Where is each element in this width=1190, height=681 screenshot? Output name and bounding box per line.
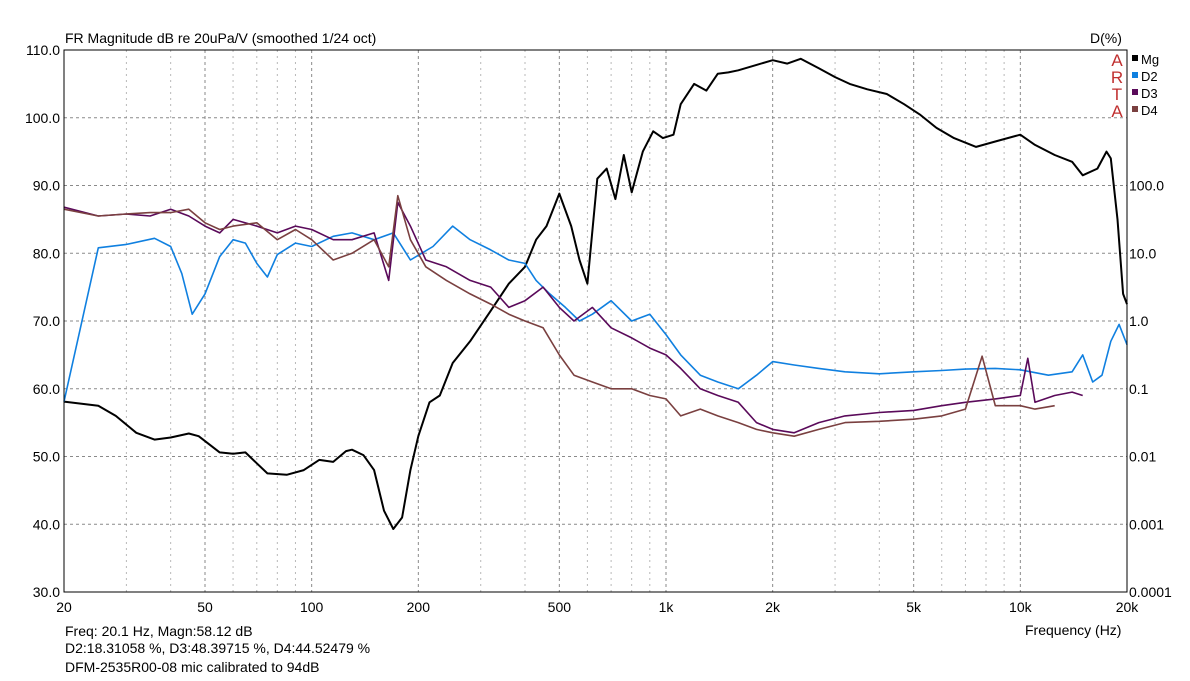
x-tick-label: 20k (1116, 599, 1140, 615)
x-tick-label: 200 (407, 599, 431, 615)
legend-swatch (1132, 55, 1138, 61)
x-axis-label: Frequency (Hz) (1025, 622, 1122, 638)
y-tick-label: 100.0 (25, 110, 60, 126)
right-tick-label: 0.001 (1129, 516, 1164, 532)
x-tick-label: 500 (548, 599, 572, 615)
legend-swatch (1132, 72, 1138, 78)
legend-entry: D3 (1141, 86, 1158, 101)
x-tick-label: 50 (197, 599, 213, 615)
grid-lines (64, 50, 1127, 592)
y-tick-label: 40.0 (33, 516, 60, 532)
legend-swatch (1132, 89, 1138, 95)
watermark-letter: A (1111, 51, 1123, 70)
y-tick-label: 50.0 (33, 449, 60, 465)
plot-frame (63, 49, 1128, 593)
x-tick-label: 20 (56, 599, 72, 615)
right-tick-label: 100.0 (1129, 178, 1164, 194)
series-line-mg (63, 57, 1128, 530)
x-tick-label: 100 (300, 599, 324, 615)
x-tick-label: 1k (659, 599, 675, 615)
x-tick-labels: 20 50 100 200 500 1k 2k 5k 10k 20k (56, 599, 1139, 615)
cursor-readout-freq: Freq: 20.1 Hz, Magn:58.12 dB (65, 623, 253, 639)
legend: Mg D2 D3 D4 (1132, 52, 1159, 118)
legend-entry: D4 (1141, 103, 1158, 118)
y-tick-label: 90.0 (33, 178, 60, 194)
y-tick-label: 70.0 (33, 313, 60, 329)
watermark-letter: A (1111, 102, 1123, 121)
y-tick-labels: 30.0 40.0 50.0 60.0 70.0 80.0 90.0 100.0 110.0 (25, 42, 60, 600)
right-tick-label: 0.01 (1129, 449, 1156, 465)
x-tick-label: 5k (906, 599, 922, 615)
legend-swatch (1132, 106, 1138, 112)
watermark-letter: T (1112, 85, 1122, 104)
right-tick-label: 10.0 (1129, 245, 1156, 261)
series-line-d4 (63, 194, 1055, 438)
calibration-note: DFM-2535R00-08 mic calibrated to 94dB (65, 659, 320, 675)
legend-entry: D2 (1141, 69, 1158, 84)
y-tick-label: 110.0 (26, 42, 60, 58)
chart-title: FR Magnitude dB re 20uPa/V (smoothed 1/2… (65, 30, 377, 46)
right-tick-label: 0.0001 (1129, 584, 1172, 600)
y-tick-label: 60.0 (33, 381, 60, 397)
y-tick-label: 80.0 (33, 245, 60, 261)
watermark-letter: R (1111, 68, 1123, 87)
cursor-readout-distortion: D2:18.31058 %, D3:48.39715 %, D4:44.5247… (65, 640, 371, 656)
series-lines (63, 57, 1128, 530)
right-tick-labels: 0.0001 0.001 0.01 0.1 1.0 10.0 100.0 (1129, 178, 1172, 601)
x-tick-label: 2k (765, 599, 781, 615)
y-tick-label: 30.0 (33, 584, 60, 600)
series-line-d2 (63, 225, 1128, 402)
right-tick-label: 1.0 (1129, 313, 1149, 329)
legend-entry: Mg (1141, 52, 1159, 67)
right-axis-title: D(%) (1090, 30, 1122, 46)
x-tick-label: 10k (1009, 599, 1033, 615)
right-tick-label: 0.1 (1129, 381, 1149, 397)
